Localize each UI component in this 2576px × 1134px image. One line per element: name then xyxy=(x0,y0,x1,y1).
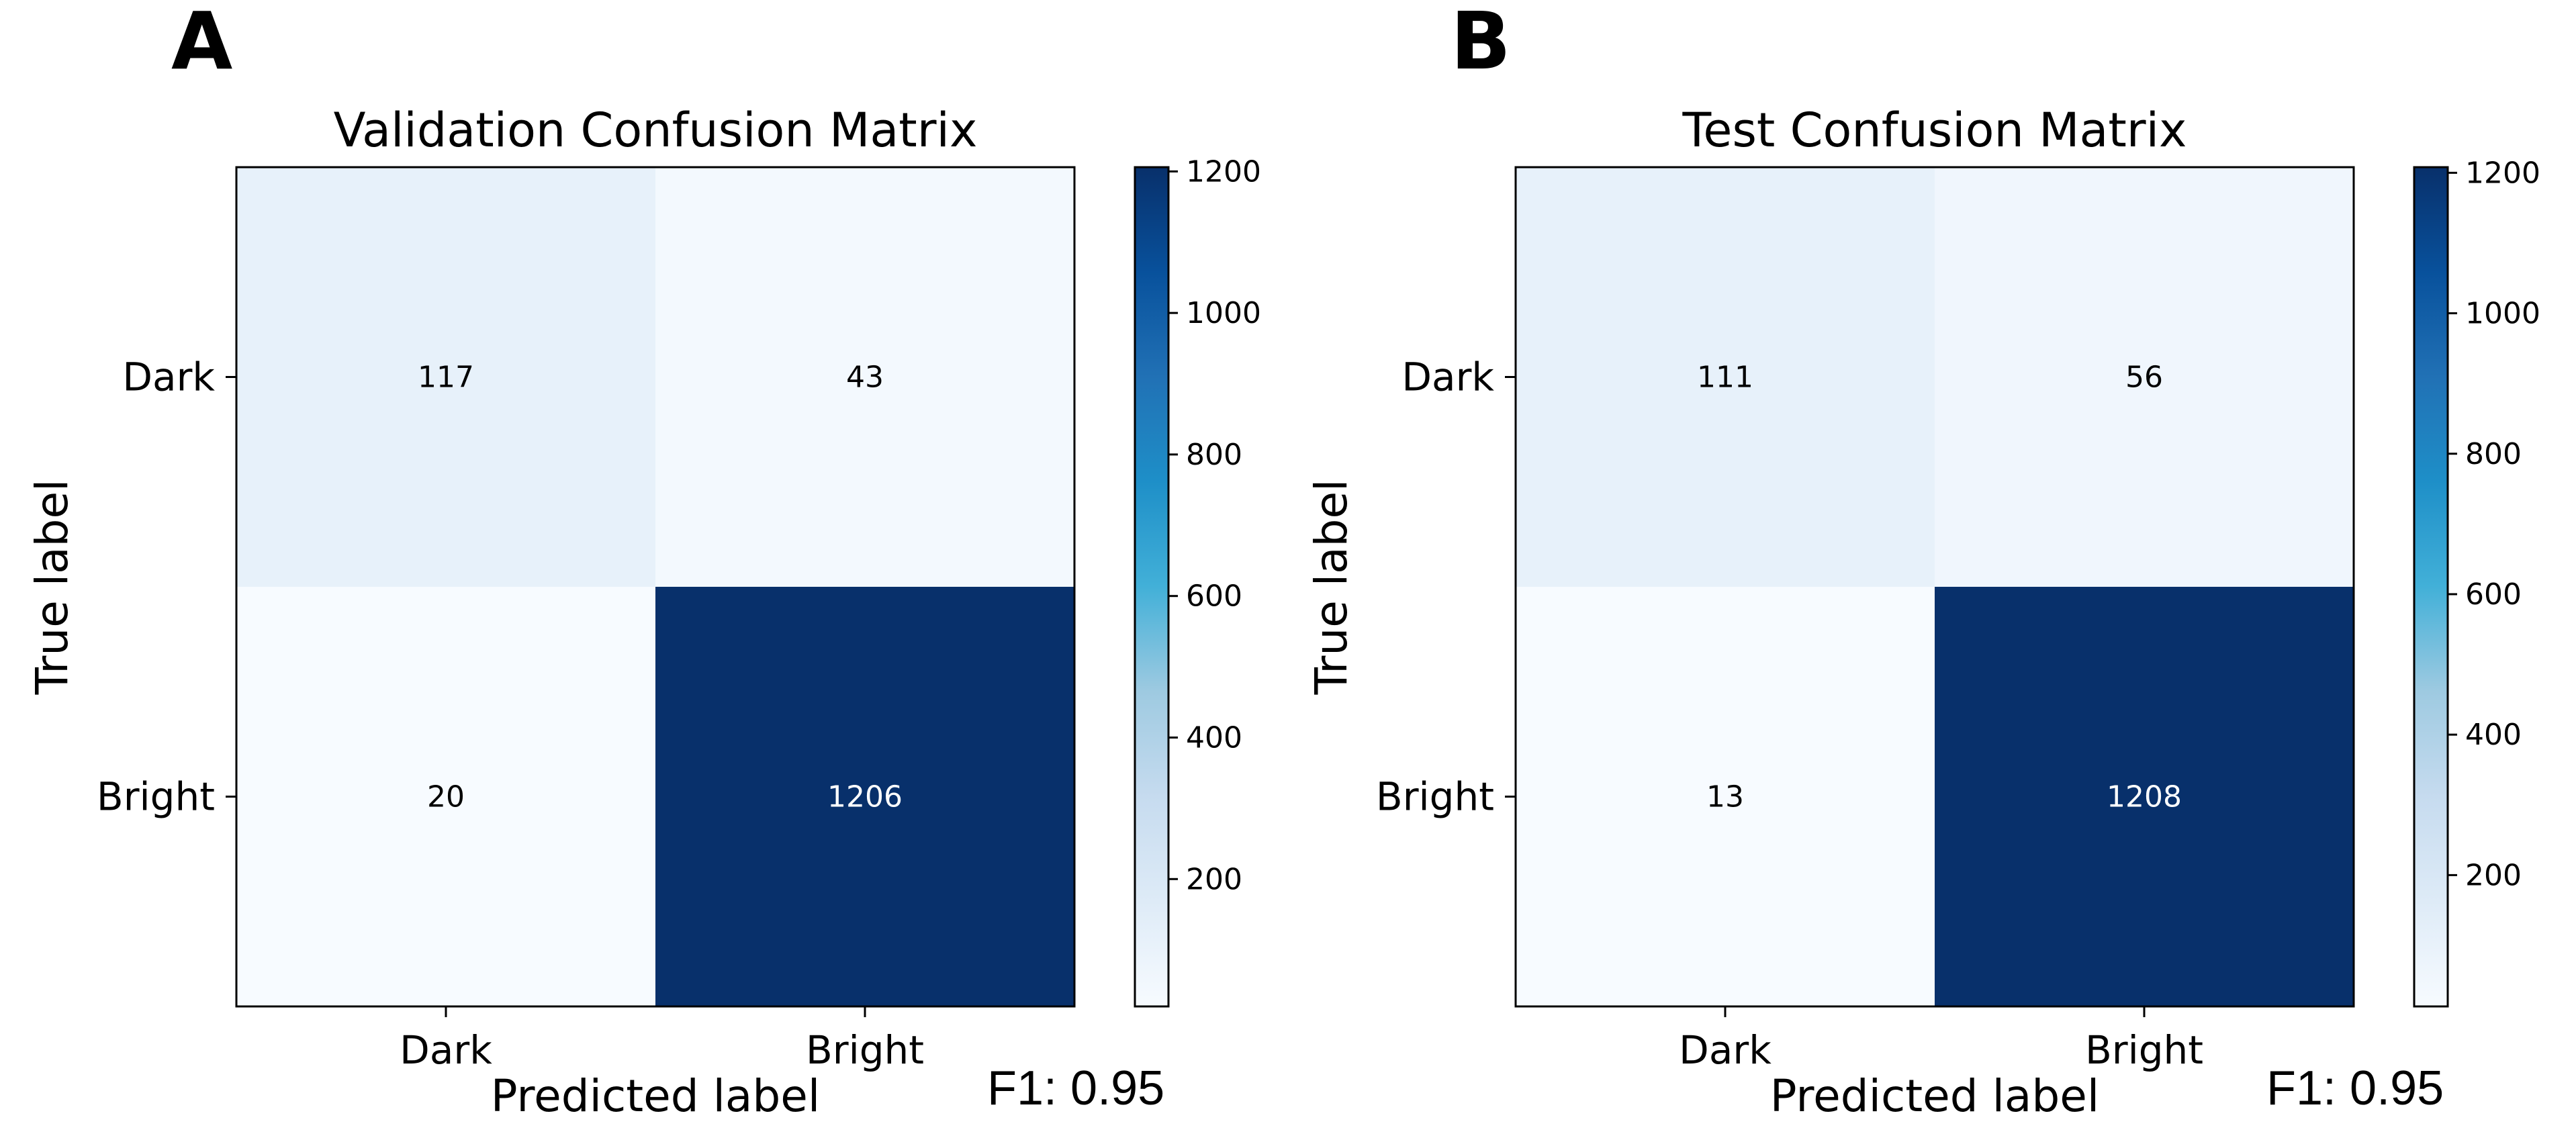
panel-b-x-axis-label: Predicted label xyxy=(1770,1070,2099,1122)
panel-b-cell-bright-dark xyxy=(1516,587,1935,1006)
panel-a-cell-value-dark-bright: 43 xyxy=(846,361,884,395)
panel-a-cell-dark-dark xyxy=(236,167,655,587)
panel-a-colorbar-tick-label-200: 200 xyxy=(1186,862,1242,896)
panel-b-colorbar-tick-label-1000: 1000 xyxy=(2465,297,2540,331)
panel-a-f1-score: F1: 0.95 xyxy=(987,1061,1164,1115)
panel-a-colorbar-tick-label-400: 400 xyxy=(1186,720,1242,755)
panel-a-cell-value-dark-dark: 117 xyxy=(418,361,474,395)
panel-a-colorbar-tick-label-600: 600 xyxy=(1186,579,1242,614)
panel-a-x-tick-label-dark: Dark xyxy=(400,1027,492,1073)
panel-a-title: Validation Confusion Matrix xyxy=(334,103,978,158)
panel-a-colorbar-tick-label-1000: 1000 xyxy=(1186,296,1261,330)
panel-b-cell-dark-dark xyxy=(1516,167,1935,587)
panel-a-x-axis-label: Predicted label xyxy=(491,1070,820,1122)
panel-a-colorbar-tick-label-1200: 1200 xyxy=(1186,154,1261,189)
panel-b-colorbar-tick-label-400: 400 xyxy=(2465,718,2522,752)
panel-a-y-tick-label-bright: Bright xyxy=(97,774,215,820)
panel-b-f1-score: F1: 0.95 xyxy=(2266,1061,2444,1115)
panel-b-colorbar-tick-label-1200: 1200 xyxy=(2465,156,2540,190)
panel-a-x-tick-label-bright: Bright xyxy=(806,1027,924,1073)
panel-b-y-tick-label-bright: Bright xyxy=(1376,774,1494,820)
panel-b-cell-value-dark-dark: 111 xyxy=(1697,361,1753,395)
panel-b-y-tick-label-dark: Dark xyxy=(1401,355,1494,400)
panel-a-cell-dark-bright xyxy=(655,167,1074,587)
panel-b-cell-dark-bright xyxy=(1935,167,2354,587)
panel-a-cell-bright-bright xyxy=(655,587,1074,1006)
panel-b-title: Test Confusion Matrix xyxy=(1682,103,2187,158)
panel-a-colorbar-tick-label-800: 800 xyxy=(1186,438,1242,472)
panel-b-y-axis-label: True label xyxy=(1305,479,1357,696)
panel-a-cell-bright-dark xyxy=(236,587,655,1006)
panel-b-colorbar-tick-label-600: 600 xyxy=(2465,577,2522,612)
panel-b-colorbar xyxy=(2413,166,2449,1008)
panel-a-cell-value-bright-dark: 20 xyxy=(427,780,465,814)
panel-b-cell-bright-bright xyxy=(1935,587,2354,1006)
panel-b-plot-frame xyxy=(1514,166,2355,1008)
panel-a-colorbar xyxy=(1134,166,1170,1008)
panel-a-cell-value-bright-bright: 1206 xyxy=(827,780,903,814)
panel-b-cell-value-dark-bright: 56 xyxy=(2125,361,2163,395)
panel-b-x-tick-label-dark: Dark xyxy=(1679,1027,1772,1073)
panel-b-colorbar-tick-label-200: 200 xyxy=(2465,858,2522,892)
panel-b-cell-value-bright-bright: 1208 xyxy=(2107,780,2182,814)
panel-a-y-tick-label-dark: Dark xyxy=(122,355,215,400)
panel-a-label: A xyxy=(171,0,232,87)
panel-b-label: B xyxy=(1451,0,1511,87)
panel-a-plot-frame xyxy=(235,166,1076,1008)
panel-b-cell-value-bright-dark: 13 xyxy=(1706,780,1744,814)
panel-a-y-axis-label: True label xyxy=(26,479,78,696)
panel-b-x-tick-label-bright: Bright xyxy=(2085,1027,2203,1073)
panel-b-colorbar-tick-label-800: 800 xyxy=(2465,437,2522,471)
